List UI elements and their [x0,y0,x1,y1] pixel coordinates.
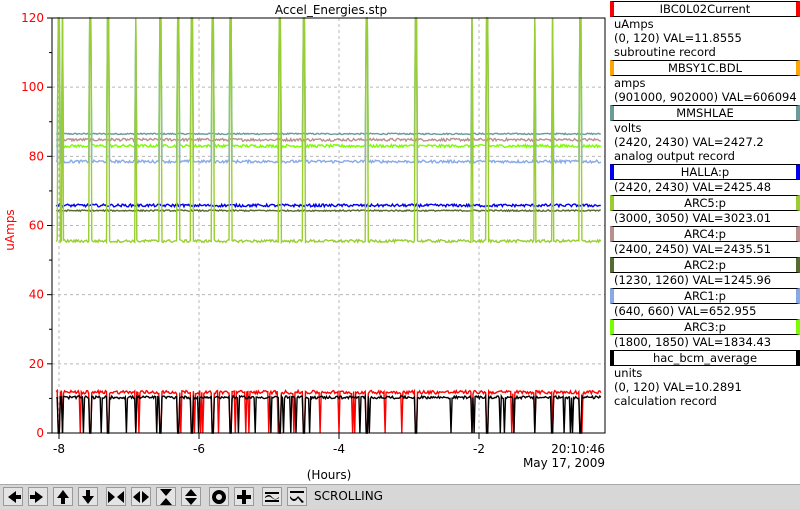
grid [52,18,605,433]
zoom-out-horizontal-icon [133,490,149,503]
series-line-arc3-p [55,17,602,150]
zoom-in-vertical-button[interactable] [156,487,176,506]
arrow-left-button[interactable] [3,487,23,506]
plus-icon [237,489,251,504]
fit-icon [290,490,304,503]
fit-button[interactable] [287,487,307,506]
zoom-out-vertical-button[interactable] [181,487,201,506]
legend-channel-info: (2420, 2430) VAL=2425.48 [614,180,772,194]
arrow-right-icon [30,490,43,503]
legend-channel-header[interactable]: ARC1:p [610,288,800,304]
series-line-mmshlae [55,132,602,136]
legend-channel-info: calculation record [614,394,717,408]
y-tick-label: 100 [21,80,44,94]
series-line-arc5-p [55,17,602,245]
legend-channel-info: subroutine record [614,45,716,59]
legend-channel-header[interactable]: HALLA:p [610,164,800,180]
legend-channel-info: analog output record [614,149,735,163]
legend-channel-header[interactable]: ARC4:p [610,226,800,242]
autoscale-icon [265,491,279,502]
arrow-down-icon [82,489,94,504]
series-line-arc1-p [55,17,602,166]
series-line-arc4-p [55,136,601,144]
legend-channel-info: (1230, 1260) VAL=1245.96 [614,273,772,287]
y-axis: 0 20 40 60 80 100 120 [21,11,52,440]
scrolling-status: SCROLLING [314,489,383,503]
y-tick-label: 40 [29,288,44,302]
plot-frame [51,17,606,434]
timestamp-date: May 17, 2009 [523,456,605,470]
x-tick-label: -4 [333,442,345,456]
x-tick-label: -8 [53,442,65,456]
center-button[interactable] [209,487,229,506]
zoom-in-vertical-icon [160,488,172,505]
legend-channel-info: (0, 120) VAL=10.2891 [614,380,742,394]
x-axis: -8 -6 -4 -2 [53,433,485,456]
series-layer [55,17,602,434]
legend-channel-info: (0, 120) VAL=11.8555 [614,31,742,45]
legend-channel-info: (901000, 902000) VAL=606094 [614,90,797,104]
series-line-arc2-p [55,208,601,213]
series-line-hac-bcm-average [56,393,602,434]
autoscale-button[interactable] [262,487,282,506]
legend-channel-header[interactable]: MMSHLAE [610,105,800,121]
legend-channel-info: volts [614,121,642,135]
y-tick-label: 20 [29,357,44,371]
zoom-out-vertical-icon [185,488,197,505]
legend-channel-info: uAmps [614,17,654,31]
x-axis-label: (Hours) [307,468,352,482]
series-line-halla-p [55,202,601,209]
arrow-right-button[interactable] [28,487,48,506]
legend: IBC0L02Current uAmps (0, 120) VAL=11.8555 s… [610,0,800,408]
timestamp-time: 20:10:46 [551,442,605,456]
legend-channel-header[interactable]: ARC2:p [610,257,800,273]
legend-channel-header[interactable]: hac_bcm_average [610,350,800,366]
center-icon [212,489,227,504]
x-tick-label: -2 [473,442,485,456]
y-tick-label: 60 [29,219,44,233]
y-axis-label: uAmps [3,209,17,250]
legend-channel-header[interactable]: ARC3:p [610,319,800,335]
arrow-up-button[interactable] [53,487,73,506]
plus-button[interactable] [234,487,254,506]
arrow-left-icon [8,490,21,503]
legend-channel-header[interactable]: IBC0L02Current [610,1,800,17]
legend-channel-info: (1800, 1850) VAL=1834.43 [614,335,772,349]
zoom-in-horizontal-button[interactable] [106,487,126,506]
zoom-out-horizontal-button[interactable] [131,487,151,506]
y-tick-label: 0 [36,426,44,440]
arrow-down-button[interactable] [78,487,98,506]
zoom-in-horizontal-icon [108,490,124,503]
legend-channel-info: (2400, 2450) VAL=2435.51 [614,242,772,256]
chart-title: Accel_Energies.stp [275,3,387,17]
toolbar: SCROLLING [0,484,800,509]
y-tick-label: 80 [29,149,44,163]
legend-channel-info: (2420, 2430) VAL=2427.2 [614,135,764,149]
legend-channel-info: (3000, 3050) VAL=3023.01 [614,211,772,225]
legend-channel-info: (640, 660) VAL=652.955 [614,304,757,318]
legend-channel-info: amps [614,76,646,90]
legend-channel-header[interactable]: ARC5:p [610,195,800,211]
x-tick-label: -6 [193,442,205,456]
series-line-ibc0l02current [55,388,602,434]
arrow-up-icon [57,489,69,504]
legend-channel-info: units [614,366,643,380]
y-tick-label: 120 [21,11,44,25]
legend-channel-header[interactable]: MBSY1C.BDL [610,60,800,76]
